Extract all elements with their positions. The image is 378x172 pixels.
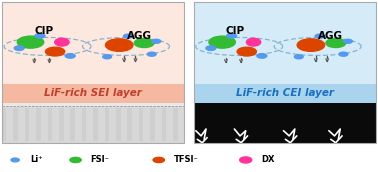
Circle shape: [315, 34, 324, 38]
FancyBboxPatch shape: [82, 108, 86, 141]
Circle shape: [297, 39, 325, 51]
FancyBboxPatch shape: [194, 84, 376, 103]
Text: AGG: AGG: [318, 31, 344, 41]
Text: Li⁺: Li⁺: [30, 155, 43, 164]
Ellipse shape: [240, 157, 252, 163]
Text: TFSI⁻: TFSI⁻: [174, 155, 199, 164]
Circle shape: [147, 52, 156, 56]
FancyBboxPatch shape: [93, 108, 98, 141]
FancyBboxPatch shape: [2, 103, 184, 143]
Circle shape: [339, 52, 348, 56]
Circle shape: [227, 34, 237, 38]
Circle shape: [134, 39, 154, 47]
FancyBboxPatch shape: [2, 103, 184, 107]
Circle shape: [124, 34, 132, 38]
Circle shape: [103, 55, 112, 59]
FancyBboxPatch shape: [59, 108, 64, 141]
FancyBboxPatch shape: [70, 108, 75, 141]
Circle shape: [152, 39, 161, 43]
Circle shape: [294, 55, 303, 59]
FancyBboxPatch shape: [150, 108, 155, 141]
Text: FSI⁻: FSI⁻: [91, 155, 110, 164]
FancyBboxPatch shape: [2, 108, 6, 141]
FancyBboxPatch shape: [2, 84, 184, 103]
Circle shape: [344, 39, 352, 43]
Text: LiF-rich SEI layer: LiF-rich SEI layer: [44, 88, 142, 98]
Text: AGG: AGG: [127, 31, 152, 41]
Circle shape: [237, 47, 256, 56]
Circle shape: [17, 36, 44, 48]
FancyBboxPatch shape: [25, 108, 29, 141]
Text: LiF-rich CEI layer: LiF-rich CEI layer: [236, 88, 334, 98]
Circle shape: [326, 39, 346, 47]
Text: CIP: CIP: [226, 26, 245, 36]
Ellipse shape: [246, 38, 261, 46]
Circle shape: [14, 46, 24, 50]
Circle shape: [35, 34, 45, 38]
Circle shape: [45, 47, 65, 56]
Circle shape: [11, 158, 19, 162]
FancyBboxPatch shape: [139, 108, 143, 141]
Circle shape: [153, 157, 164, 163]
FancyBboxPatch shape: [116, 108, 121, 141]
FancyBboxPatch shape: [194, 103, 376, 143]
Circle shape: [65, 54, 75, 58]
Text: CIP: CIP: [34, 26, 53, 36]
FancyBboxPatch shape: [105, 108, 109, 141]
Circle shape: [105, 39, 133, 51]
FancyBboxPatch shape: [127, 108, 132, 141]
FancyBboxPatch shape: [194, 2, 376, 84]
Circle shape: [70, 157, 81, 163]
Ellipse shape: [55, 38, 69, 46]
FancyBboxPatch shape: [36, 108, 41, 141]
FancyBboxPatch shape: [13, 108, 18, 141]
FancyBboxPatch shape: [162, 108, 166, 141]
Circle shape: [257, 54, 267, 58]
Circle shape: [206, 46, 216, 50]
Text: DX: DX: [261, 155, 274, 164]
FancyBboxPatch shape: [2, 2, 184, 84]
Circle shape: [209, 36, 235, 48]
FancyBboxPatch shape: [48, 108, 52, 141]
FancyBboxPatch shape: [173, 108, 178, 141]
